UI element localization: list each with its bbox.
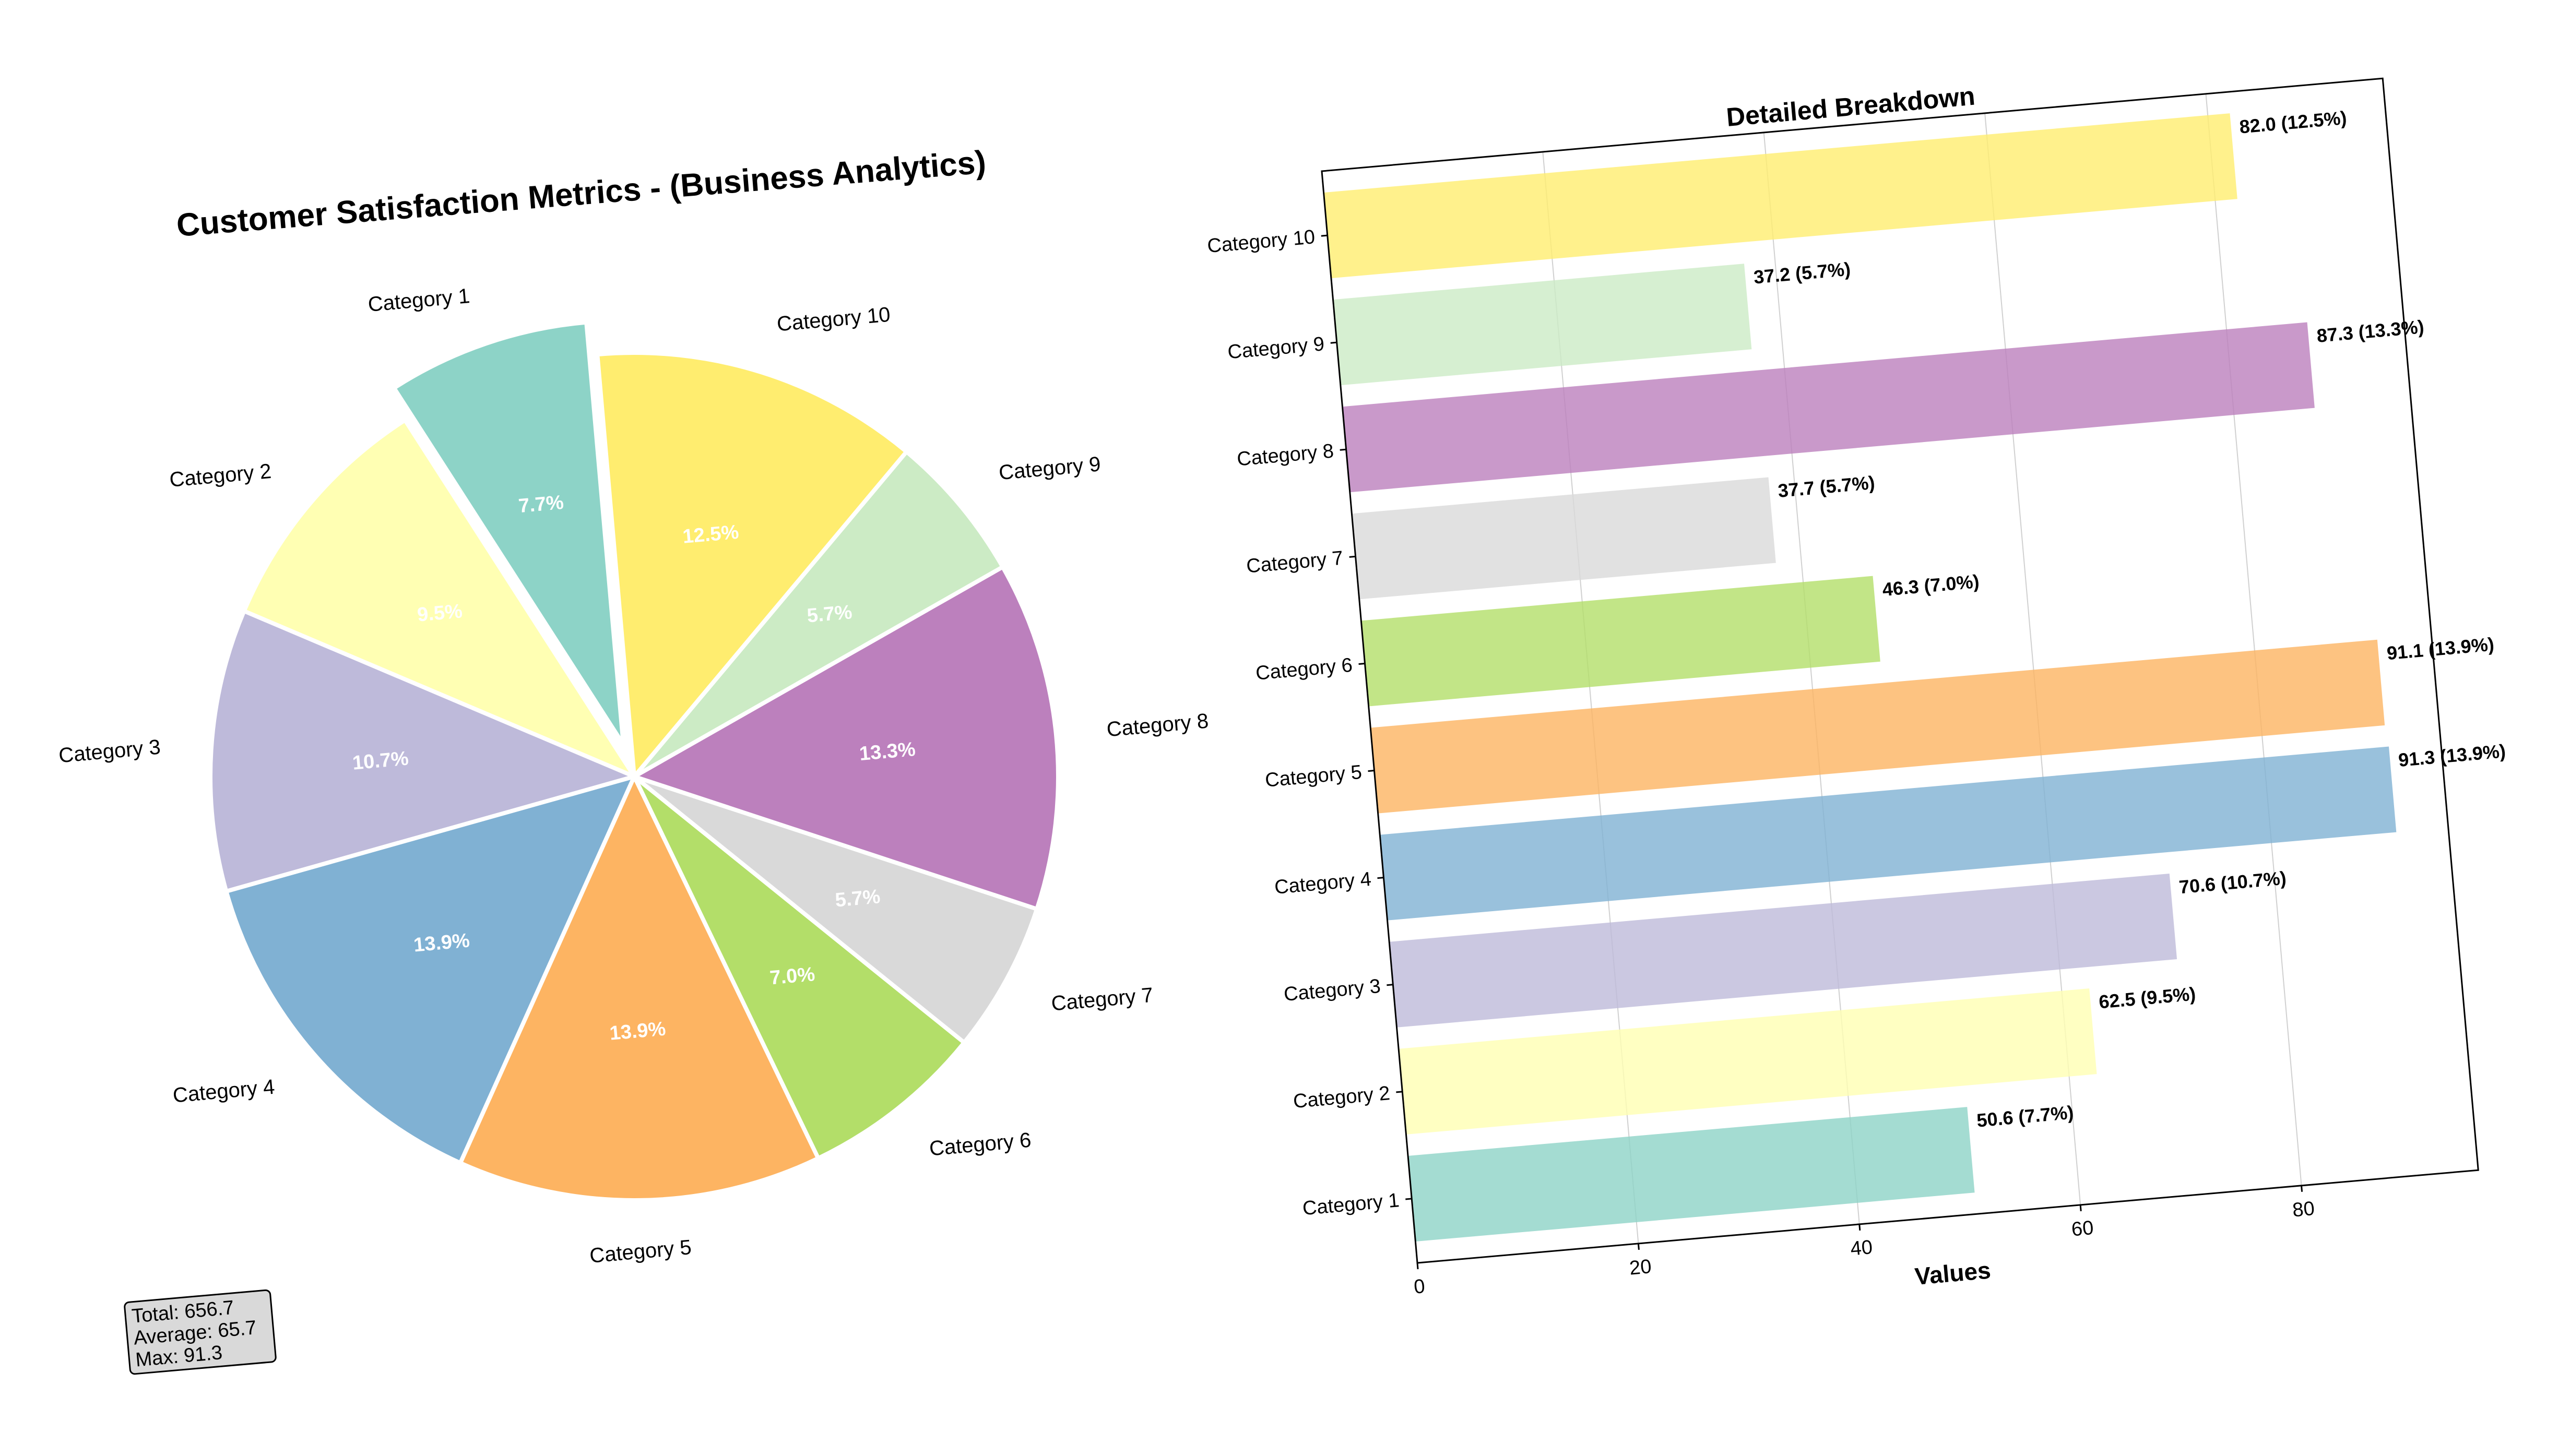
y-tick-mark-category-6: [1358, 662, 1365, 665]
bar-category-8: [1342, 322, 2315, 493]
x-tick-label-80: 80: [2292, 1198, 2316, 1222]
pie-slice-category-1: [391, 320, 625, 746]
pie-slice-category-6: [632, 774, 967, 1161]
grid-line-80: [2205, 93, 2302, 1186]
x-tick-mark-60: [2079, 1204, 2082, 1211]
pie-slice-category-3: [208, 608, 641, 894]
pie-slice-category-7: [633, 774, 1040, 1046]
bar-axes-frame: [1321, 77, 2479, 1264]
x-tick-mark-20: [1637, 1243, 1640, 1250]
x-tick-mark-0: [1416, 1262, 1419, 1270]
y-tick-mark-category-8: [1340, 448, 1346, 451]
pie-percent-category-3: 10.7%: [351, 747, 409, 774]
bar-category-6: [1361, 576, 1880, 707]
pie-slice-category-8: [629, 564, 1060, 912]
pie-percent-category-5: 13.9%: [609, 1018, 667, 1045]
bar-series: [1323, 113, 2397, 1242]
pie-percent-category-2: 9.5%: [417, 600, 464, 626]
x-tick-label-40: 40: [1850, 1236, 1874, 1260]
y-tick-mark-category-10: [1321, 234, 1328, 237]
pie-percent-category-1: 7.7%: [518, 492, 565, 517]
pie-slice-category-2: [241, 417, 640, 781]
bar-category-4: [1380, 746, 2397, 921]
pie-percent-category-8: 13.3%: [858, 738, 916, 765]
bar-x-axis-label: Values: [1914, 1256, 1992, 1290]
pie-slice-category-4: [223, 773, 638, 1166]
pie-percent-category-10: 12.5%: [682, 521, 740, 548]
pie-slice-category-5: [457, 771, 821, 1202]
x-tick-label-60: 60: [2070, 1217, 2094, 1241]
bar-category-2: [1399, 988, 2097, 1135]
pie-percent-category-4: 13.9%: [412, 929, 470, 956]
x-tick-label-20: 20: [1629, 1256, 1653, 1280]
bar-category-1: [1408, 1107, 1975, 1242]
y-tick-mark-category-9: [1330, 341, 1337, 344]
pie-slice-category-9: [632, 448, 1006, 779]
bar-category-7: [1352, 477, 1776, 600]
bar-category-3: [1389, 873, 2177, 1028]
pie-slice-category-10: [595, 351, 910, 782]
pie-percent-labels: 7.7% 9.5% 10.7% 13.9% 13.9% 7.0% 5.7% 13.3% 5.7%…: [351, 492, 916, 1045]
pie-slices: [208, 320, 1060, 1202]
pie-percent-category-6: 7.0%: [769, 963, 816, 989]
bar-category-9: [1333, 264, 1752, 386]
x-tick-label-0: 0: [1413, 1275, 1426, 1298]
pie-percent-category-7: 5.7%: [834, 886, 881, 911]
bar-x-ticks: 0 20 40 60 80: [1413, 1185, 2316, 1298]
bar-category-5: [1370, 639, 2385, 814]
pie-percent-category-9: 5.7%: [806, 601, 853, 627]
bar-category-10: [1323, 113, 2237, 279]
stats-box-background: [124, 1289, 277, 1375]
pie-chart: Customer Satisfaction Metrics - (Busines…: [58, 144, 1210, 1375]
stats-box: Total: 656.7 Average: 65.7 Max: 91.3: [124, 1289, 277, 1375]
y-tick-mark-category-7: [1349, 555, 1356, 558]
